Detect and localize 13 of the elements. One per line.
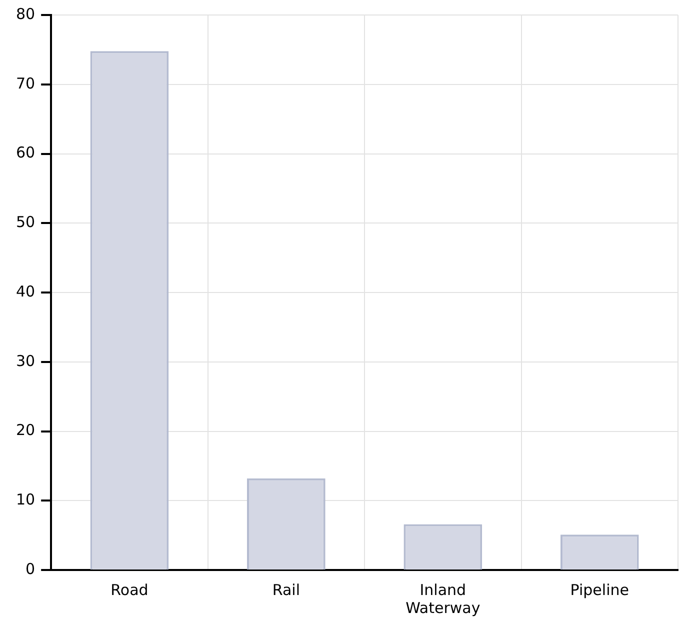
x-tick-label: Road [110, 580, 148, 599]
x-tick-label: Rail [272, 580, 300, 599]
y-tick-label: 30 [16, 352, 36, 370]
x-tick-label: Inland Waterway [406, 580, 480, 617]
x-tick-label: Pipeline [570, 580, 629, 599]
y-tick-label: 50 [16, 213, 36, 232]
y-tick-label: 70 [16, 74, 36, 92]
y-tick-label: 20 [16, 421, 36, 440]
y-tick-label: 0 [26, 560, 36, 578]
y-tick-label: 60 [16, 144, 36, 162]
y-tick-label: 40 [16, 282, 36, 300]
y-tick-label: 80 [16, 4, 36, 23]
y-tick-label: 10 [16, 490, 36, 509]
